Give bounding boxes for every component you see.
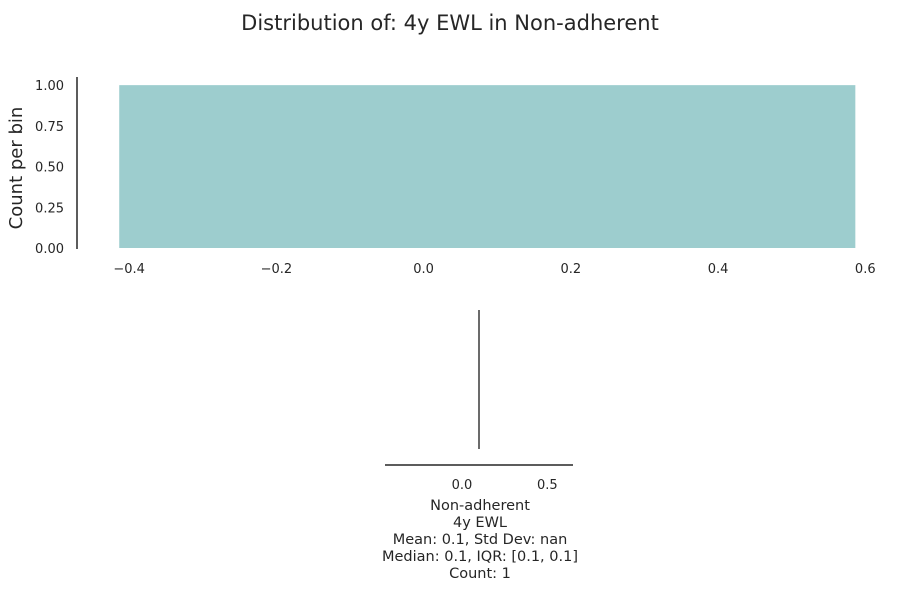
histogram-panel: 0.00 0.25 0.50 0.75 1.00 −0.4 −0.2 0.0 0.2 0.4 0.6 bbox=[35, 77, 876, 277]
x-tick-label: 0.2 bbox=[560, 262, 581, 277]
box-x-tick-label: 0.0 bbox=[452, 478, 473, 493]
x-tick-label: −0.2 bbox=[261, 262, 293, 277]
y-tick-label: 0.50 bbox=[35, 161, 64, 176]
box-plot-panel: 0.0 0.5 bbox=[385, 310, 573, 493]
x-tick-label: −0.4 bbox=[113, 262, 145, 277]
x-tick-label: 0.6 bbox=[855, 262, 876, 277]
y-tick-label: 1.00 bbox=[35, 79, 64, 94]
y-tick-label: 0.00 bbox=[35, 242, 64, 257]
count-label: Count: 1 bbox=[449, 566, 511, 582]
chart-title: Distribution of: 4y EWL in Non-adherent bbox=[241, 11, 659, 35]
mean-std-label: Mean: 0.1, Std Dev: nan bbox=[393, 532, 568, 548]
box-stats-block: Non-adherent 4y EWL Mean: 0.1, Std Dev: … bbox=[382, 498, 578, 582]
y-tick-label: 0.75 bbox=[35, 120, 64, 135]
x-tick-label: 0.0 bbox=[413, 262, 434, 277]
group-label: Non-adherent bbox=[430, 498, 530, 514]
box-x-tick-label: 0.5 bbox=[537, 478, 558, 493]
histogram-bar-0 bbox=[119, 85, 856, 249]
y-axis-label: Count per bin bbox=[6, 107, 27, 230]
median-iqr-label: Median: 0.1, IQR: [0.1, 0.1] bbox=[382, 549, 578, 565]
y-tick-label: 0.25 bbox=[35, 201, 64, 216]
x-tick-label: 0.4 bbox=[708, 262, 729, 277]
variable-label: 4y EWL bbox=[453, 515, 507, 531]
